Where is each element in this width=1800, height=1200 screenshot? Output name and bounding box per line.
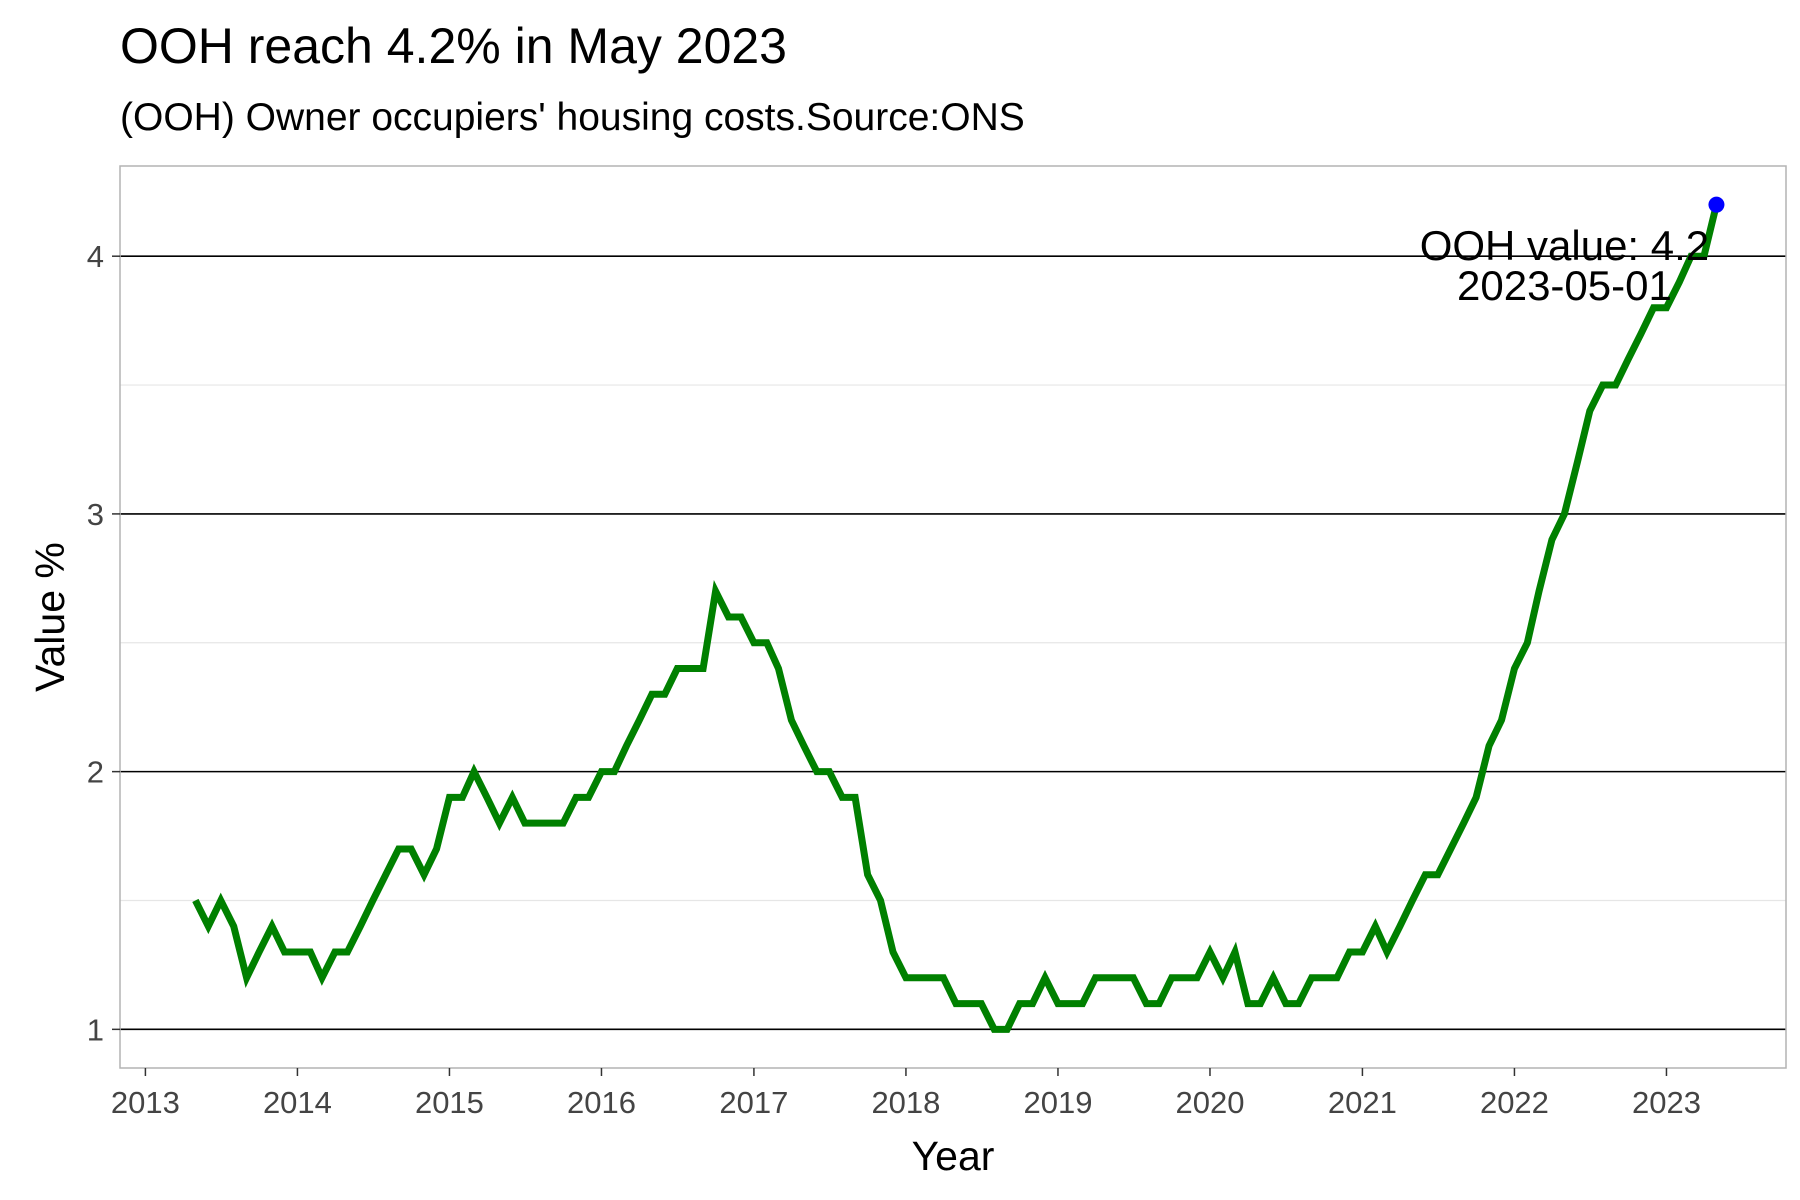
x-tick-label-2016: 2016 — [567, 1085, 636, 1120]
series-layer — [192, 196, 1725, 1033]
x-tick-label-2019: 2019 — [1023, 1085, 1092, 1120]
y-axis-title: Value % — [27, 542, 73, 692]
x-tick-label-2013: 2013 — [111, 1085, 180, 1120]
chart-subtitle: (OOH) Owner occupiers' housing costs.Sou… — [120, 96, 1025, 139]
annotation-value-label: OOH value: 4.2 — [1420, 222, 1709, 269]
annotation-date-label: 2023-05-01 — [1457, 262, 1672, 309]
x-tick-label-2014: 2014 — [263, 1085, 332, 1120]
x-tick-label-2015: 2015 — [415, 1085, 484, 1120]
gridlines — [120, 255, 1786, 1031]
plot-panel-border — [119, 165, 1787, 1069]
y-tick-label-4: 4 — [87, 239, 104, 274]
series-line-0 — [192, 203, 1720, 1033]
y-tick-label-2: 2 — [87, 755, 104, 790]
y-tick-label-1: 1 — [87, 1012, 104, 1047]
y-tick-label-3: 3 — [87, 497, 104, 532]
chart-title: OOH reach 4.2% in May 2023 — [120, 18, 787, 74]
x-tick-label-2021: 2021 — [1328, 1085, 1397, 1120]
axes: 1 2 3 4 2013 2014 2015 2016 2017 2018 2019 2020 2021… — [87, 239, 1701, 1120]
highlight-point — [1708, 196, 1725, 213]
x-tick-label-2020: 2020 — [1175, 1085, 1244, 1120]
x-tick-label-2017: 2017 — [719, 1085, 788, 1120]
x-tick-label-2023: 2023 — [1632, 1085, 1701, 1120]
x-tick-label-2022: 2022 — [1480, 1085, 1549, 1120]
x-tick-label-2018: 2018 — [871, 1085, 940, 1120]
x-axis-title: Year — [912, 1133, 995, 1179]
